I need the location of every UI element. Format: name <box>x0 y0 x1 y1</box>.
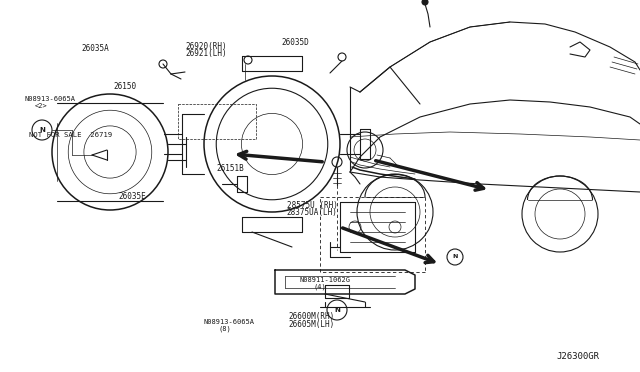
Text: 26035A: 26035A <box>82 44 109 53</box>
Text: N: N <box>452 254 458 260</box>
Text: N08913-6065A: N08913-6065A <box>24 96 76 102</box>
Text: 26600M(RH): 26600M(RH) <box>288 312 334 321</box>
Circle shape <box>159 60 167 68</box>
Text: 28375UA(LH): 28375UA(LH) <box>287 208 337 217</box>
Text: 26920(RH): 26920(RH) <box>186 42 227 51</box>
Text: N: N <box>39 127 45 133</box>
Text: 26035E: 26035E <box>118 192 146 201</box>
Circle shape <box>338 53 346 61</box>
Text: J26300GR: J26300GR <box>557 352 600 361</box>
Text: 26921(LH): 26921(LH) <box>186 49 227 58</box>
Text: NOT FOR SALE  26719: NOT FOR SALE 26719 <box>29 132 112 138</box>
Text: (8): (8) <box>219 326 232 333</box>
Text: N: N <box>334 307 340 313</box>
Text: (4): (4) <box>314 284 326 291</box>
Text: N08913-6065A: N08913-6065A <box>204 319 255 325</box>
Text: 26605M(LH): 26605M(LH) <box>288 320 334 329</box>
Text: 26151B: 26151B <box>216 164 244 173</box>
Circle shape <box>244 56 252 64</box>
Circle shape <box>422 0 428 5</box>
Text: 28575U (RH): 28575U (RH) <box>287 201 337 210</box>
Text: N08911-1062G: N08911-1062G <box>300 277 351 283</box>
Text: 26035D: 26035D <box>282 38 309 47</box>
Text: <2>: <2> <box>35 103 48 109</box>
Text: 26150: 26150 <box>114 82 137 91</box>
